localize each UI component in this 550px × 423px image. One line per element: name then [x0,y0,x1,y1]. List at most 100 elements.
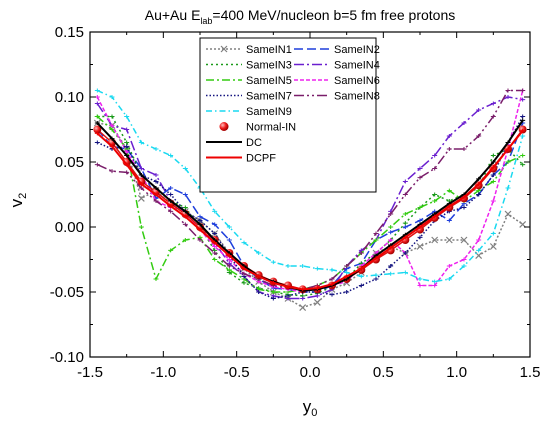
legend-label: SameIN3 [246,60,292,72]
data-point [329,267,335,272]
data-point [300,287,306,292]
data-point [402,212,408,216]
data-point [138,166,144,171]
legend-box [199,37,377,193]
data-point [520,88,526,93]
data-point [124,170,130,175]
data-point [489,243,497,250]
data-point [476,176,482,181]
data-point [182,238,188,242]
data-point [373,231,379,236]
data-point [94,114,100,119]
data-point [358,266,364,271]
data-point [417,225,423,229]
data-point [138,225,144,229]
data-point [520,153,526,158]
legend: SameIN1 SameIN2 SameIN3 SameIN4 SameIN5 SameI… [199,37,380,193]
data-point [461,121,467,125]
legend-label: DC [246,137,262,149]
data-point [432,153,438,158]
data-point [197,214,203,219]
data-point [314,293,320,298]
data-point [124,127,130,132]
data-point [373,256,379,261]
data-point [402,235,408,240]
legend-marker [220,45,228,53]
legend-item-samein8: SameIN8 [294,91,380,103]
data-point [476,238,482,242]
data-point [314,286,320,291]
data-point [94,121,100,125]
data-point [124,140,130,145]
data-point [109,123,115,128]
data-point [417,175,423,180]
x-tick-label: -1.5 [77,364,103,381]
data-point [446,147,452,151]
data-point [256,251,262,255]
data-point [505,186,511,190]
data-point [212,240,218,245]
data-point [490,199,496,203]
x-tick-label: 0.0 [300,364,321,381]
ticks-layer: -1.5 -1.0 -0.5 0.0 0.5 1.0 1.5 -0.10 -0.05 0.00 0.… [50,24,541,381]
data-point [256,290,262,294]
data-point [168,199,174,203]
data-point [153,147,159,151]
data-point [212,244,218,249]
legend-item-samein7: SameIN7 [206,91,292,103]
data-point [416,243,424,250]
data-point [226,253,232,258]
y-tick-label: 0.05 [55,154,84,171]
data-point [417,218,423,223]
data-point [109,144,115,149]
data-point [373,238,379,242]
legend-item-normal-in: Normal-IN [219,122,296,134]
data-point [329,292,335,297]
data-point [241,240,247,245]
data-point [182,209,188,214]
data-point [461,147,467,151]
data-point [94,101,100,106]
data-point [197,218,203,223]
data-point [226,257,232,262]
data-point [94,131,100,136]
data-point [285,284,291,289]
data-point [388,212,394,216]
data-point [490,114,496,119]
data-point [358,274,364,279]
data-point [344,274,350,279]
y-tick-label: -0.10 [50,349,84,366]
data-point [402,251,408,255]
legend-label: SameIN6 [334,75,380,87]
data-point [241,280,247,285]
data-point [432,199,438,203]
data-point [446,204,452,209]
data-point [505,88,511,93]
data-point [138,182,144,187]
data-point [388,225,394,229]
data-point [153,173,159,177]
data-point [344,290,350,294]
data-point [182,192,188,197]
data-point [226,264,232,268]
data-point [182,166,188,171]
x-axis-label: y0 [303,397,318,419]
data-point [344,264,350,268]
data-point [168,204,174,209]
data-point [402,179,408,184]
data-point [432,166,438,171]
data-point [417,283,423,288]
data-point [402,270,408,275]
chart-title: Au+Au Elab=400 MeV/nucleon b=5 fm free p… [145,7,456,26]
data-point [490,165,496,170]
y-tick-label: 0.15 [55,24,84,41]
data-point [300,296,306,301]
data-point [94,140,100,145]
data-point [490,231,496,236]
data-point [445,236,453,244]
data-point [417,205,423,210]
data-point [212,257,218,262]
data-point [197,238,203,242]
y-axis-label: v2 [7,193,29,208]
